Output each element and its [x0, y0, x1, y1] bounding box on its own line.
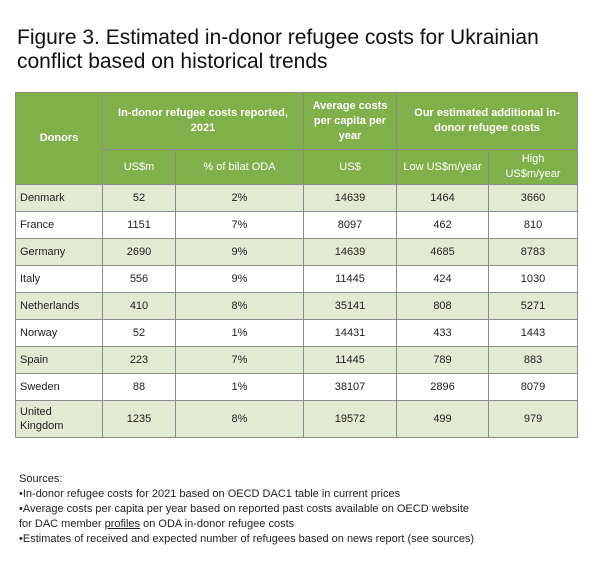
table-row: Italy 556 9% 11445 424 1030 — [15, 265, 579, 293]
cell-low: 499 — [396, 400, 489, 438]
cell-usdm: 52 — [102, 319, 176, 347]
cell-high: 8079 — [487, 373, 579, 401]
header-high: High US$m/year — [487, 149, 579, 185]
profiles-link[interactable]: profiles — [104, 518, 141, 530]
sources-heading: Sources: — [19, 473, 63, 485]
cell-low: 4685 — [396, 238, 489, 266]
cell-low: 433 — [396, 319, 489, 347]
cell-high: 1030 — [487, 265, 579, 293]
cell-pct-oda: 7% — [175, 346, 304, 374]
cell-pct-oda: 1% — [175, 319, 304, 347]
cell-donor: Norway — [15, 319, 103, 347]
cell-usdm: 2690 — [102, 238, 176, 266]
source-item: for DAC member profiles on ODA in-donor … — [19, 517, 589, 532]
source-text: for DAC member — [19, 518, 105, 530]
figure-title: Figure 3. Estimated in-donor refugee cos… — [17, 26, 577, 74]
cell-donor: Netherlands — [15, 292, 103, 320]
table-row: Norway 52 1% 14431 433 1443 — [15, 319, 579, 347]
cell-low: 808 — [396, 292, 489, 320]
cell-avg-cost: 14639 — [303, 238, 397, 266]
table-row: France 1151 7% 8097 462 810 — [15, 211, 579, 239]
figure-title-line-2: conflict based on historical trends — [17, 50, 328, 73]
cell-avg-cost: 11445 — [303, 346, 397, 374]
cell-pct-oda: 8% — [175, 292, 304, 320]
cell-pct-oda: 9% — [175, 238, 304, 266]
figure-title-line-1: Figure 3. Estimated in-donor refugee cos… — [17, 26, 539, 49]
header-group-average-costs: Average costs per capita per year — [303, 92, 397, 150]
cell-low: 424 — [396, 265, 489, 293]
cell-pct-oda: 8% — [175, 400, 304, 438]
cell-usdm: 88 — [102, 373, 176, 401]
cell-donor: Sweden — [15, 373, 103, 401]
cell-pct-oda: 9% — [175, 265, 304, 293]
cell-high: 883 — [487, 346, 579, 374]
cell-donor: Italy — [15, 265, 103, 293]
refugee-costs-table: Donors In-donor refugee costs reported, … — [15, 92, 579, 438]
cell-donor: France — [15, 211, 103, 239]
cell-avg-cost: 8097 — [303, 211, 397, 239]
cell-avg-cost: 19572 — [303, 400, 397, 438]
cell-high: 1443 — [487, 319, 579, 347]
header-donors: Donors — [15, 92, 103, 185]
cell-avg-cost: 14431 — [303, 319, 397, 347]
cell-pct-oda: 1% — [175, 373, 304, 401]
source-item: •Average costs per capita per year based… — [19, 503, 470, 515]
table-row: Denmark 52 2% 14639 1464 3660 — [15, 184, 579, 212]
source-item: •In-donor refugee costs for 2021 based o… — [19, 488, 401, 500]
cell-donor: Spain — [15, 346, 103, 374]
header-group-reported-costs: In-donor refugee costs reported, 2021 — [102, 92, 304, 150]
cell-pct-oda: 7% — [175, 211, 304, 239]
table-row: United Kingdom 1235 8% 19572 499 979 — [15, 400, 579, 438]
cell-usdm: 1235 — [102, 400, 176, 438]
cell-avg-cost: 11445 — [303, 265, 397, 293]
cell-usdm: 410 — [102, 292, 176, 320]
table-row: Spain 223 7% 11445 789 883 — [15, 346, 579, 374]
source-item: •Estimates of received and expected numb… — [19, 533, 475, 545]
table-row: Germany 2690 9% 14639 4685 8783 — [15, 238, 579, 266]
cell-high: 810 — [487, 211, 579, 239]
cell-usdm: 1151 — [102, 211, 176, 239]
cell-low: 789 — [396, 346, 489, 374]
cell-usdm: 556 — [102, 265, 176, 293]
header-low: Low US$m/year — [396, 149, 489, 185]
cell-high: 8783 — [487, 238, 579, 266]
cell-avg-cost: 35141 — [303, 292, 397, 320]
cell-low: 1464 — [396, 184, 489, 212]
header-pct-bilat-oda: % of bilat ODA — [175, 149, 304, 185]
cell-usdm: 52 — [102, 184, 176, 212]
cell-avg-cost: 38107 — [303, 373, 397, 401]
sources-notes: Sources: •In-donor refugee costs for 202… — [19, 472, 589, 547]
source-text: on ODA in-donor refugee costs — [140, 518, 295, 530]
cell-high: 5271 — [487, 292, 579, 320]
cell-donor: Germany — [15, 238, 103, 266]
table-row: Netherlands 410 8% 35141 808 5271 — [15, 292, 579, 320]
header-usdm: US$m — [102, 149, 176, 185]
cell-donor: United Kingdom — [15, 400, 103, 438]
cell-donor: Denmark — [15, 184, 103, 212]
cell-low: 462 — [396, 211, 489, 239]
header-group-estimated-costs: Our estimated additional in-donor refuge… — [395, 92, 579, 150]
cell-high: 979 — [487, 400, 579, 438]
cell-pct-oda: 2% — [175, 184, 304, 212]
cell-low: 2896 — [396, 373, 489, 401]
header-usd: US$ — [303, 149, 397, 185]
cell-usdm: 223 — [102, 346, 176, 374]
table-row: Sweden 88 1% 38107 2896 8079 — [15, 373, 579, 401]
cell-high: 3660 — [487, 184, 579, 212]
cell-avg-cost: 14639 — [303, 184, 397, 212]
